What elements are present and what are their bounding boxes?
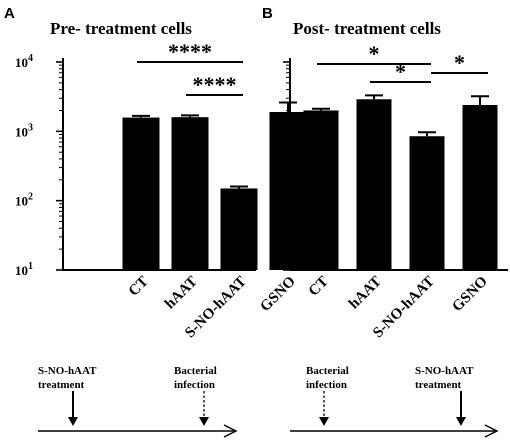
panel-a-tick-label: 104 <box>15 53 33 70</box>
panel-a-bar-ct <box>122 117 160 270</box>
tick-base: 10 <box>15 263 28 278</box>
panel-b-letter: B <box>262 5 273 22</box>
panel-b-event-arrowhead <box>456 417 466 426</box>
panel-b-event-label: Bacterial <box>306 365 349 377</box>
panel-b-category-label: GSNO <box>449 274 490 315</box>
panel-b-event-label: S-NO-hAAT <box>415 365 474 377</box>
panel-b-bar-ct <box>303 110 339 271</box>
tick-exponent: 3 <box>28 122 33 133</box>
panel-b-title: Post- treatment cells <box>293 19 441 38</box>
panel-a-letter: A <box>4 5 15 22</box>
panel-b-timeline-arrowhead <box>484 424 499 438</box>
panel-b-event-label: infection <box>306 379 347 391</box>
panel-b-timeline: Bacterial infection S-NO-hAAT treatment <box>290 365 499 438</box>
tick-base: 10 <box>15 55 28 70</box>
panel-b-event-arrowhead <box>319 417 329 426</box>
panel-a-event-label: treatment <box>38 379 85 391</box>
panel-a-significance-label: **** <box>168 39 212 64</box>
panel-a-event-arrowhead <box>68 417 78 426</box>
panel-a-bar-s-no-haat <box>220 188 258 270</box>
tick-exponent: 1 <box>28 261 33 272</box>
panel-a-event-label: infection <box>174 379 215 391</box>
tick-base: 10 <box>15 194 28 209</box>
panel-a-timeline-arrowhead <box>223 424 238 438</box>
panel-a-significance-label: **** <box>193 72 237 97</box>
panel-a-bar-gsno <box>269 112 307 271</box>
panel-a-event-arrowhead <box>199 417 209 426</box>
panel-b-category-label: CT <box>306 274 332 300</box>
panel-b-significance-label: * <box>395 59 406 84</box>
panel-a-timeline: S-NO-hAAT treatment Bacterial infection <box>38 365 238 438</box>
panel-b-significance-label: * <box>454 50 465 75</box>
panel-b-bar-s-no-haat <box>409 136 445 270</box>
tick-base: 10 <box>15 124 28 139</box>
panel-a-category-label: CT <box>126 274 152 300</box>
panel-a-event-label: Bacterial <box>174 365 217 377</box>
panel-b-event-label: treatment <box>415 379 462 391</box>
panel-b-category-label: hAAT <box>346 274 385 313</box>
panel-a-bar-haat <box>171 117 209 270</box>
panel-b-bar-gsno <box>462 104 498 271</box>
panel-a-tick-label: 103 <box>15 122 33 139</box>
tick-exponent: 2 <box>28 192 33 203</box>
panel-a-event-label: S-NO-hAAT <box>38 365 97 377</box>
panel-a-tick-label: 102 <box>15 192 33 209</box>
panel-a-category-label: GSNO <box>257 274 298 315</box>
panel-a-category-label: hAAT <box>162 274 201 313</box>
panel-a-title: Pre- treatment cells <box>50 19 192 38</box>
tick-exponent: 4 <box>28 53 33 64</box>
panel-a-tick-label: 101 <box>15 261 33 278</box>
panel-b-bar-haat <box>356 99 392 270</box>
panel-b-significance-label: * <box>369 41 380 66</box>
